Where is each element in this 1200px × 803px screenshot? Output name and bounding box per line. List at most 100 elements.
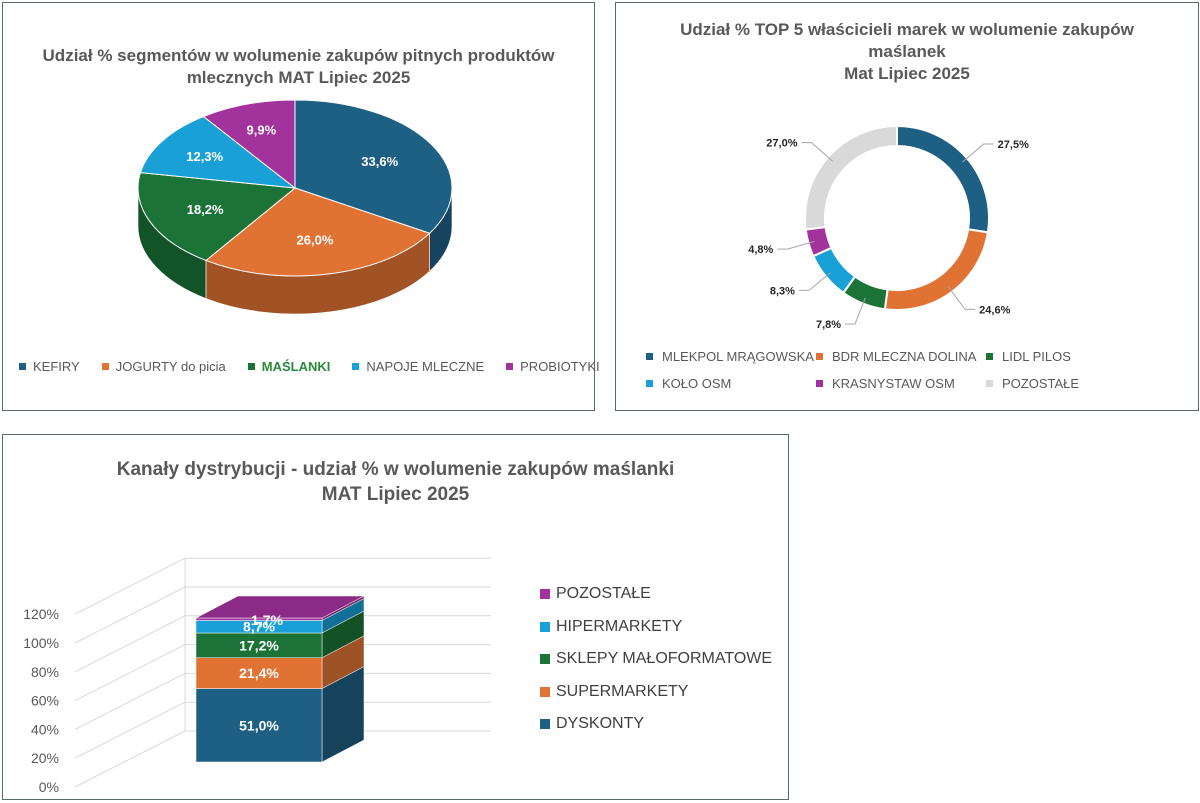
segments-pie-title-line2: mlecznych MAT Lipiec 2025 <box>186 68 411 87</box>
legend-item-dyskonty: DYSKONTY <box>540 715 644 733</box>
legend-item-pozostale: POZOSTAŁE <box>540 585 651 603</box>
donut-label-kolo-osm: 8,3% <box>770 285 795 297</box>
donut-slice-bdr-mleczna-dolina <box>883 228 990 311</box>
y-tick-label: 100% <box>23 635 59 651</box>
pie-slice-napoje-mleczne <box>139 115 297 189</box>
bar-label-hipermarkety: 8,7% <box>243 619 275 635</box>
legend-item-mlekpol-mragowska: MLEKPOL MRĄGOWSKA <box>646 349 814 364</box>
bar-segment-supermarkety <box>195 657 323 689</box>
legend-swatch <box>247 363 255 370</box>
brands-donut-chart: 27,5% 24,6% 7,8% 8,3% 4,8% 27,0% <box>748 124 1029 331</box>
legend-swatch <box>506 363 514 370</box>
bar-label-supermarkety: 21,4% <box>239 665 279 681</box>
donut-leader-mlekpol-mragowska <box>962 143 994 163</box>
brands-donut-title-line1: Udział % TOP 5 właścicieli marek w wolum… <box>680 20 1134 39</box>
donut-leader-lidl-pilos <box>845 297 866 325</box>
legend-item-jogurty-do-picia: JOGURTY do picia <box>101 359 226 374</box>
legend-swatch <box>986 380 993 387</box>
segments-pie-panel: Udział % segmentów w wolumenie zakupów p… <box>2 2 600 411</box>
y-tick-label: 40% <box>31 721 59 737</box>
legend-label: KEFIRY <box>33 359 80 374</box>
legend-label: MAŚLANKI <box>261 359 331 374</box>
legend-label: HIPERMARKETY <box>556 617 683 635</box>
gridline-diag <box>74 615 186 673</box>
legend-swatch <box>19 363 26 370</box>
bar-segment-dyskonty <box>195 688 323 763</box>
gridline-diag <box>74 730 186 788</box>
brands-donut-title-line3: Mat Lipiec 2025 <box>844 64 970 83</box>
legend-label: BDR MLECZNA DOLINA <box>832 349 977 364</box>
channels-bar-panel: Kanały dystrybucji - udział % w wolumeni… <box>2 434 789 800</box>
legend-label: DYSKONTY <box>556 715 645 732</box>
brands-donut-title-line2: maślanek <box>868 42 946 61</box>
legend-swatch <box>646 380 653 387</box>
bar-segment-sklepy-maloformatowe <box>195 632 323 658</box>
channels-bar-title-line2: MAT Lipiec 2025 <box>321 484 470 505</box>
bar-label-pozostale: 1,7% <box>251 612 283 628</box>
legend-swatch <box>540 621 550 632</box>
legend-swatch <box>646 353 653 360</box>
y-tick-label: 0% <box>39 779 59 795</box>
pie-label-napoje-mleczne: 12,3% <box>186 149 223 164</box>
pie-slice-probiotyki <box>202 99 296 190</box>
legend-item-pozostale: POZOSTAŁE <box>986 376 1079 391</box>
gridline-diag <box>74 586 186 644</box>
legend-item-bdr-mleczna-dolina: BDR MLECZNA DOLINA <box>816 349 976 364</box>
legend-item-supermarkety: SUPERMARKETY <box>540 683 688 701</box>
donut-label-mlekpol-mragowska: 27,5% <box>998 139 1029 151</box>
donut-leader-krasnystaw-osm <box>777 240 815 250</box>
segments-pie-title-line1: Udział % segmentów w wolumenie zakupów p… <box>42 46 555 65</box>
legend-label: SKLEPY MAŁOFORMATOWE <box>556 650 773 667</box>
legend-label: POZOSTAŁE <box>556 585 651 602</box>
legend-label: NAPOJE MLECZNE <box>366 359 485 374</box>
donut-slice-pozostale <box>804 124 898 231</box>
legend-label: MLEKPOL MRĄGOWSKA <box>662 349 814 364</box>
y-tick-label: 80% <box>31 664 59 680</box>
donut-leader-kolo-osm <box>798 272 831 291</box>
legend-swatch <box>352 363 360 370</box>
segments-pie-legend: KEFIRY JOGURTY do picia MAŚLANKI NAPOJE MLE… <box>19 359 622 374</box>
donut-label-pozostale: 27,0% <box>766 138 797 150</box>
legend-label: SUPERMARKETY <box>556 682 689 700</box>
pie-label-kefiry: 33,6% <box>361 154 398 169</box>
legend-item-maslanki: MAŚLANKI <box>247 359 331 374</box>
legend-item-hipermarkety: HIPERMARKETY <box>540 618 682 636</box>
gridline-diag <box>74 557 186 615</box>
pie-label-probiotyki: 9,9% <box>247 122 277 137</box>
channels-bar-chart: 0% 20% 40% 60% 80% 100% 120% 51,0% 21,4% 17,2% 8,7… <box>23 557 491 795</box>
legend-item-kefiry: KEFIRY <box>19 359 80 374</box>
pie-slice-maslanki <box>137 172 297 262</box>
brands-donut-title: Udział % TOP 5 właścicieli marek w wolum… <box>616 19 1198 85</box>
donut-leader-pozostale <box>801 142 833 162</box>
legend-swatch <box>540 589 550 599</box>
segments-pie-chart: 33,6% 26,0% 18,2% 12,3% 9,9% <box>137 99 453 315</box>
bar-top-face <box>195 595 365 619</box>
channels-bar-title-line1: Kanały dystrybucji - udział % w wolumeni… <box>116 459 675 480</box>
legend-label: LIDL PILOS <box>1002 349 1071 364</box>
legend-label: JOGURTY do picia <box>115 359 226 374</box>
legend-swatch <box>540 686 550 697</box>
legend-label: PROBIOTYKI <box>520 359 600 374</box>
legend-item-lidl-pilos: LIDL PILOS <box>986 349 1071 364</box>
donut-leader-bdr-mleczna-dolina <box>948 286 976 310</box>
legend-swatch <box>540 654 550 664</box>
gridline-diag <box>74 701 186 759</box>
bar-label-dyskonty: 51,0% <box>239 717 279 733</box>
gridline-diag <box>74 672 186 730</box>
legend-swatch <box>816 353 823 360</box>
donut-label-bdr-mleczna-dolina: 24,6% <box>979 304 1010 316</box>
y-tick-label: 60% <box>31 693 59 709</box>
legend-label: KOŁO OSM <box>662 376 732 391</box>
legend-swatch <box>986 353 993 360</box>
y-tick-label: 120% <box>23 606 59 622</box>
brands-donut-panel: Udział % TOP 5 właścicieli marek w wolum… <box>615 2 1199 411</box>
legend-item-krasnystaw-osm: KRASNYSTAW OSM <box>816 376 955 391</box>
legend-item-probiotyki: PROBIOTYKI <box>506 359 600 374</box>
legend-item-napoje-mleczne: NAPOJE MLECZNE <box>352 359 484 374</box>
bar-label-sklepy-maloformatowe: 17,2% <box>239 637 279 653</box>
channels-bar-title: Kanały dystrybucji - udział % w wolumeni… <box>3 457 788 507</box>
pie-slice-jogurty-do-picia <box>204 187 431 277</box>
legend-swatch <box>540 719 550 729</box>
gridline-diag <box>74 644 186 702</box>
legend-swatch <box>101 363 109 370</box>
